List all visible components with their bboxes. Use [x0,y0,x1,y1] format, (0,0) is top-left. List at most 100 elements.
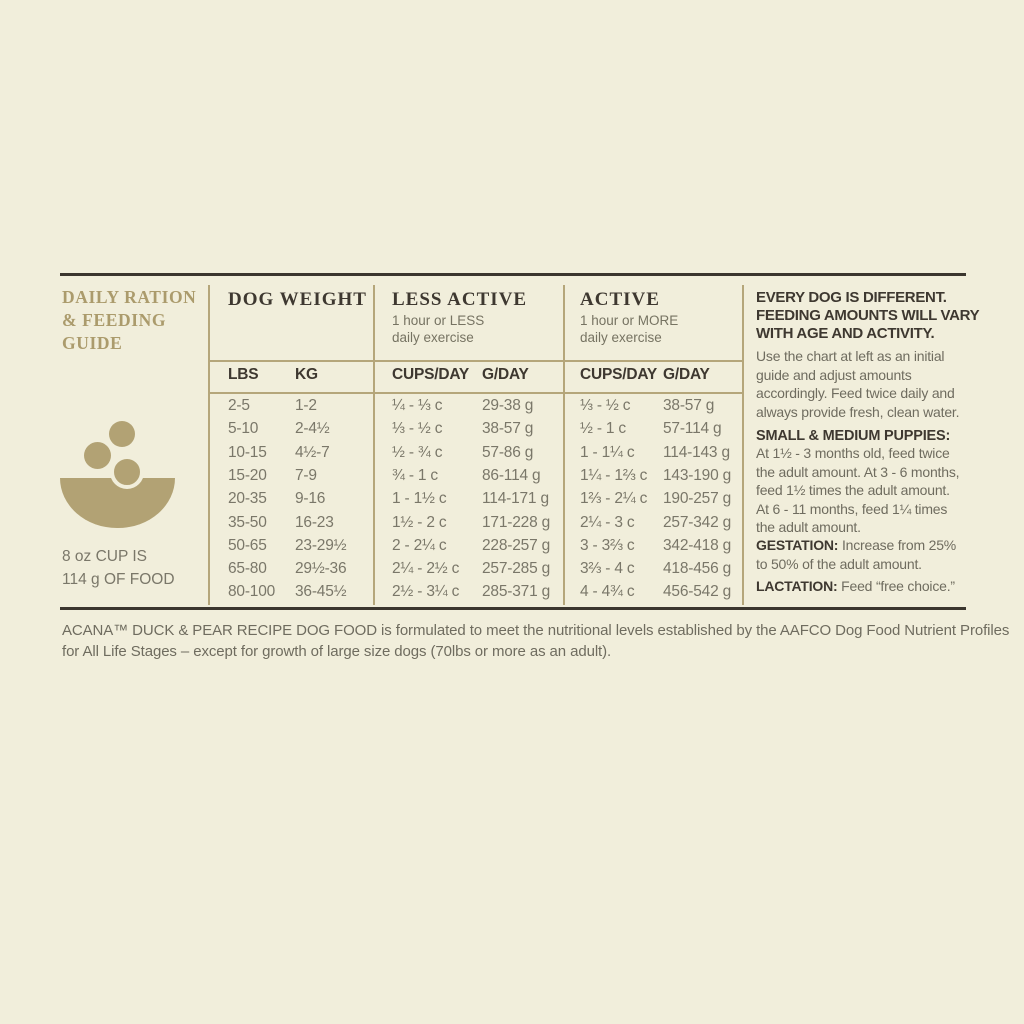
cell-kg: 2-4½ [295,420,330,438]
cup-measure-note: 8 oz CUP IS 114 g OF FOOD [62,548,175,589]
cell-lbs: 15-20 [228,466,267,484]
cell-a_cups: ½ - 1 c [580,420,626,438]
subheader-divider [208,360,742,362]
gestation-section: GESTATION: Increase from 25% to 50% of t… [756,536,970,573]
col-header-la-cups: CUPS/DAY [392,366,470,383]
cell-la_g: 171-228 g [482,513,551,531]
info-intro: Use the chart at left as an initial guid… [756,348,960,420]
cell-la_g: 257-285 g [482,560,551,578]
column-divider [373,285,375,605]
cell-a_g: 38-57 g [663,397,715,414]
less-active-note: 1 hour or LESS daily exercise [392,313,485,345]
table-row: 2-5 1-2 ¼ - ⅓ c 29-38 g ⅓ - ½ c 38-57 g [208,397,742,420]
col-header-lbs: LBS [228,366,259,383]
guide-title: DAILY RATION & FEEDING GUIDE [62,287,197,353]
table-row: 10-15 4½-7 ½ - ¾ c 57-86 g 1 - 1¼ c 114-143 g [208,444,742,467]
cell-a_cups: 3 - 3⅔ c [580,536,635,554]
col-header-la-g: G/DAY [482,366,529,383]
cell-kg: 29½-36 [295,560,347,578]
cell-la_cups: ¼ - ⅓ c [392,397,443,414]
lactation-section: LACTATION: Feed “free choice.” [756,577,970,596]
table-row: 20-35 9-16 1 - 1½ c 114-171 g 1⅔ - 2¼ c 190-2… [208,490,742,513]
cell-lbs: 10-15 [228,443,267,461]
top-rule [60,273,966,276]
col-header-a-g: G/DAY [663,366,710,383]
cell-a_g: 418-456 g [663,560,732,578]
cell-a_cups: ⅓ - ½ c [580,397,631,414]
cell-lbs: 35-50 [228,513,267,531]
cell-kg: 23-29½ [295,536,347,554]
cell-a_cups: 3⅔ - 4 c [580,560,635,578]
cell-la_g: 29-38 g [482,397,534,414]
cell-la_g: 57-86 g [482,443,534,461]
cell-la_cups: 2½ - 3¼ c [392,583,460,601]
table-row: 65-80 29½-36 2¼ - 2½ c 257-285 g 3⅔ - 4 c 418… [208,560,742,583]
cell-lbs: 65-80 [228,560,267,578]
cell-a_g: 114-143 g [663,443,730,461]
cell-la_cups: 1½ - 2 c [392,513,447,531]
cell-a_g: 57-114 g [663,420,722,438]
cell-a_g: 342-418 g [663,536,732,554]
cell-la_g: 228-257 g [482,536,551,554]
active-header: ACTIVE [580,289,660,310]
column-divider [208,285,210,605]
dog-weight-header: DOG WEIGHT [228,289,367,310]
column-divider [742,285,744,605]
puppies-section: SMALL & MEDIUM PUPPIES: At 1½ - 3 months… [756,428,970,537]
col-header-kg: KG [295,366,318,383]
table-row: 15-20 7-9 ¾ - 1 c 86-114 g 1¼ - 1⅔ c 143-190 … [208,467,742,490]
cell-lbs: 20-35 [228,490,267,508]
gestation-text: Increase from 25% to 50% of the adult am… [756,537,957,572]
puppies-label: SMALL & MEDIUM PUPPIES: [756,428,951,444]
cell-a_cups: 1¼ - 1⅔ c [580,466,648,484]
cell-a_cups: 4 - 4¾ c [580,583,635,601]
kibble-dot-icon [84,442,111,469]
puppies-text: At 1½ - 3 months old, feed twice the adu… [756,445,960,535]
cell-kg: 36-45½ [295,583,347,601]
cell-a_g: 456-542 g [663,583,732,601]
info-heading: EVERY DOG IS DIFFERENT. FEEDING AMOUNTS … [756,289,980,342]
cell-lbs: 80-100 [228,583,276,601]
col-header-a-cups: CUPS/DAY [580,366,658,383]
cell-kg: 16-23 [295,513,334,531]
kibble-dot-icon [109,421,135,447]
cell-kg: 7-9 [295,466,317,484]
cell-la_cups: ½ - ¾ c [392,443,443,461]
cell-a_cups: 1 - 1¼ c [580,443,635,461]
cell-a_g: 143-190 g [663,466,732,484]
cell-la_cups: 1 - 1½ c [392,490,447,508]
cell-la_cups: ¾ - 1 c [392,466,438,484]
table-row: 5-10 2-4½ ⅓ - ½ c 38-57 g ½ - 1 c 57-114 g [208,420,742,443]
cell-la_g: 285-371 g [482,583,551,601]
cell-lbs: 50-65 [228,536,267,554]
cell-la_cups: 2¼ - 2½ c [392,560,460,578]
cell-la_cups: ⅓ - ½ c [392,420,443,438]
table-row: 35-50 16-23 1½ - 2 c 171-228 g 2¼ - 3 c 257-3… [208,514,742,537]
column-divider [563,285,565,605]
lactation-text: Feed “free choice.” [837,578,955,594]
table-row: 80-100 36-45½ 2½ - 3¼ c 285-371 g 4 - 4¾ c 45… [208,583,742,606]
bottom-rule [60,607,966,610]
less-active-header: LESS ACTIVE [392,289,528,310]
kibble-dot-icon [110,455,144,489]
cell-la_g: 114-171 g [482,490,549,508]
cell-lbs: 2-5 [228,397,250,414]
cell-la_g: 38-57 g [482,420,534,438]
cell-kg: 4½-7 [295,443,330,461]
cell-kg: 1-2 [295,397,317,414]
cell-lbs: 5-10 [228,420,259,438]
cell-la_g: 86-114 g [482,466,541,484]
subheader-divider [208,392,742,394]
cell-a_cups: 2¼ - 3 c [580,513,635,531]
cell-a_g: 190-257 g [663,490,732,508]
cell-la_cups: 2 - 2¼ c [392,536,447,554]
table-row: 50-65 23-29½ 2 - 2¼ c 228-257 g 3 - 3⅔ c 342-… [208,537,742,560]
lactation-label: LACTATION: [756,578,838,594]
gestation-label: GESTATION: [756,537,839,553]
cell-a_cups: 1⅔ - 2¼ c [580,490,648,508]
active-note: 1 hour or MORE daily exercise [580,313,679,345]
aafco-statement: ACANA™ DUCK & PEAR RECIPE DOG FOOD is fo… [62,622,1010,660]
cell-a_g: 257-342 g [663,513,732,531]
